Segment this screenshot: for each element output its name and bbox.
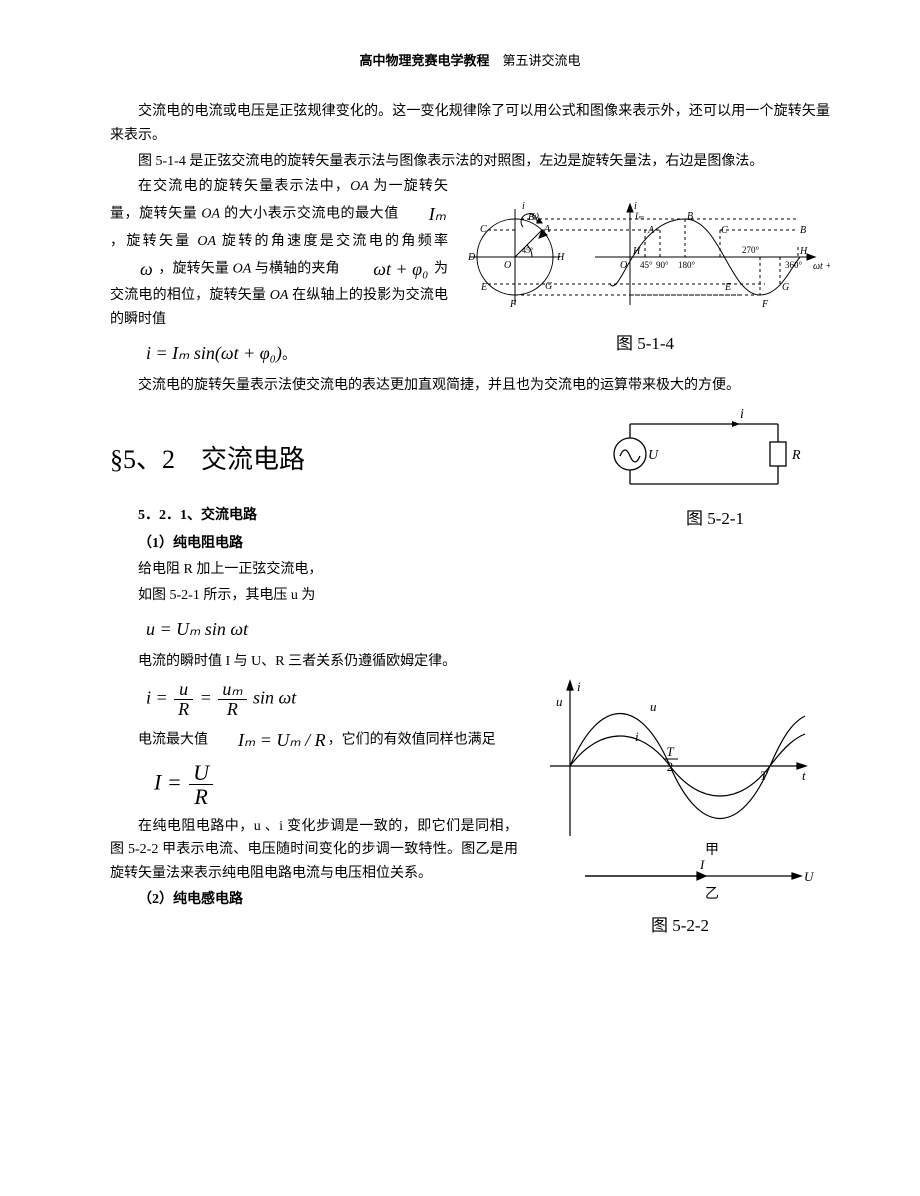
svg-text:i: i	[635, 729, 639, 744]
svg-text:270°: 270°	[742, 245, 760, 255]
svg-text:2: 2	[667, 759, 674, 774]
sec-p1a: 给电阻 R 加上一正弦交流电，	[110, 558, 830, 582]
svg-text:R: R	[791, 448, 801, 463]
page-header: 高中物理竞赛电学教程 第五讲交流电	[110, 50, 830, 72]
svg-text:u: u	[650, 699, 657, 714]
svg-text:H: H	[556, 252, 565, 263]
svg-text:T: T	[760, 768, 768, 783]
frac-u-R: uR	[172, 680, 195, 719]
svg-text:360°: 360°	[785, 260, 803, 270]
svg-text:i: i	[740, 407, 744, 422]
svg-text:甲: 甲	[705, 843, 719, 858]
fig-521-caption: 图 5-2-1	[600, 505, 830, 534]
intro-p2: 图 5-1-4 是正弦交流电的旋转矢量表示法与图像表示法的对照图，左边是旋转矢量…	[110, 150, 830, 174]
intro-p4: 交流电的旋转矢量表示法使交流电的表达更加直观简捷，并且也为交流电的运算带来极大的…	[110, 374, 830, 398]
fig-521-svg: i U R	[600, 404, 810, 499]
svg-text:O: O	[504, 260, 511, 271]
sec-p2: 电流的瞬时值 I 与 U、R 三者关系仍遵循欧姆定律。	[110, 650, 830, 674]
svg-text:180°: 180°	[678, 260, 696, 270]
svg-text:90°: 90°	[656, 260, 669, 270]
svg-text:D: D	[467, 252, 476, 263]
svg-text:I: I	[699, 857, 705, 872]
frac-um-R: uₘR	[216, 680, 248, 719]
header-bold: 高中物理竞赛电学教程	[359, 53, 489, 68]
svg-text:H: H	[632, 246, 641, 257]
svg-text:C: C	[480, 224, 487, 235]
heading-pure-resistor: （1）纯电阻电路	[110, 532, 830, 556]
svg-text:F: F	[761, 299, 769, 310]
fig-522-caption: 图 5-2-2	[530, 912, 830, 941]
svg-text:G: G	[782, 282, 789, 293]
svg-text:B: B	[800, 225, 806, 236]
svg-text:E: E	[724, 282, 731, 293]
fig-522-svg: i u t u i T 2 T I U 甲 乙	[530, 676, 820, 906]
svg-text:H: H	[799, 246, 808, 257]
svg-text:i: i	[522, 201, 525, 212]
figure-5-2-2: i u t u i T 2 T I U 甲 乙 图 5-2-2	[530, 676, 830, 941]
svg-text:T: T	[666, 744, 674, 759]
svg-text:O: O	[620, 260, 627, 271]
svg-text:G: G	[545, 281, 552, 292]
svg-text:A: A	[543, 224, 551, 235]
svg-text:ω: ω	[532, 210, 539, 221]
svg-text:E: E	[480, 282, 487, 293]
svg-text:Iₘ: Iₘ	[634, 211, 644, 221]
svg-text:U: U	[804, 869, 815, 884]
svg-text:t: t	[802, 768, 806, 783]
svg-text:U: U	[648, 448, 659, 463]
formula-u: u = Uₘ sin ωt	[146, 614, 830, 645]
svg-text:B: B	[687, 211, 693, 222]
fig-514-caption: 图 5-1-4	[460, 330, 830, 359]
sec-p1b: 如图 5-2-1 所示，其电压 u 为	[110, 584, 830, 608]
svg-text:A: A	[647, 225, 655, 236]
svg-text:F: F	[509, 299, 517, 310]
intro-p1: 交流电的电流或电压是正弦规律变化的。这一变化规律除了可以用公式和图像来表示外，还…	[110, 100, 830, 148]
svg-text:C: C	[721, 225, 728, 236]
svg-text:u: u	[556, 694, 563, 709]
figure-5-1-4: i i ωt + φ₀ A B C D E F G H O ω Iₘ A B C…	[460, 179, 830, 359]
svg-text:45°: 45°	[640, 260, 653, 270]
svg-text:乙: 乙	[705, 886, 719, 902]
figure-5-2-1: i U R 图 5-2-1	[600, 404, 830, 534]
frac-U-R: UR	[187, 761, 215, 808]
svg-text:ωt + φ₀: ωt + φ₀	[813, 261, 830, 272]
fig-514-svg: i i ωt + φ₀ A B C D E F G H O ω Iₘ A B C…	[460, 179, 830, 324]
svg-text:i: i	[577, 679, 581, 694]
header-rest: 第五讲交流电	[490, 53, 581, 68]
svg-text:45°: 45°	[522, 246, 533, 255]
